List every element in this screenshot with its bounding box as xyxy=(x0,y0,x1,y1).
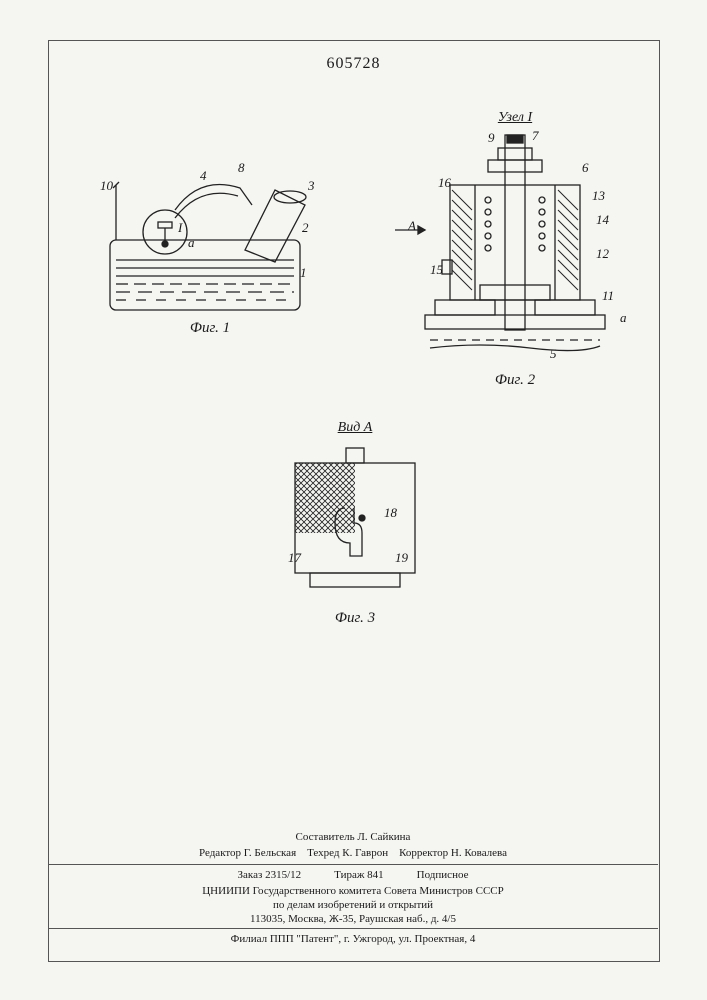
callout-14: 14 xyxy=(596,212,609,228)
colophon-line6: 113035, Москва, Ж-35, Раушская наб., д. … xyxy=(48,912,658,927)
callout-I: I xyxy=(178,220,182,236)
callout-5: 5 xyxy=(550,346,557,362)
callout-19: 19 xyxy=(395,550,408,566)
colophon-line3: Заказ 2315/12 Тираж 841 Подписное xyxy=(48,868,658,883)
callout-9: 9 xyxy=(488,130,495,146)
colophon-rule-2 xyxy=(48,928,658,929)
page: 605728 xyxy=(0,0,707,1000)
colophon-line2: Редактор Г. Бельская Техред К. Гаврон Ко… xyxy=(48,846,658,861)
callout-A: A xyxy=(408,218,416,234)
colophon-line7: Филиал ППП "Патент", г. Ужгород, ул. Про… xyxy=(48,932,658,947)
figure-3-svg xyxy=(250,438,460,608)
callout-16: 16 xyxy=(438,175,451,191)
callout-13: 13 xyxy=(592,188,605,204)
callout-8: 8 xyxy=(238,160,245,176)
figure-2-caption: Фиг. 2 xyxy=(380,372,650,389)
callout-7: 7 xyxy=(532,128,539,144)
callout-a1: a xyxy=(188,235,195,251)
colophon-line5: по делам изобретений и открытий xyxy=(48,898,658,913)
callout-12: 12 xyxy=(596,246,609,262)
figure-2-title: Узел I xyxy=(380,110,650,126)
figure-2: Узел I xyxy=(380,110,650,390)
colophon-rule-1 xyxy=(48,864,658,865)
figure-3-caption: Фиг. 3 xyxy=(250,610,460,627)
figure-2-svg xyxy=(380,130,650,370)
colophon-line4: ЦНИИПИ Государственного комитета Совета … xyxy=(48,884,658,899)
callout-4: 4 xyxy=(200,168,207,184)
patent-number: 605728 xyxy=(0,55,707,73)
figure-1-caption: Фиг. 1 xyxy=(80,320,340,337)
callout-18: 18 xyxy=(384,505,397,521)
callout-1: 1 xyxy=(300,265,307,281)
figure-3: Вид A 17 18 19 Фиг xyxy=(250,420,460,630)
callout-15: 15 xyxy=(430,262,443,278)
callout-6: 6 xyxy=(582,160,589,176)
figure-3-title: Вид A xyxy=(250,420,460,436)
callout-3: 3 xyxy=(308,178,315,194)
callout-17: 17 xyxy=(288,550,301,566)
figure-1-svg xyxy=(80,150,340,330)
callout-2: 2 xyxy=(302,220,309,236)
callout-11: 11 xyxy=(602,288,614,304)
colophon-line1: Составитель Л. Сайкина xyxy=(48,830,658,845)
callout-10: 10 xyxy=(100,178,113,194)
callout-a2: a xyxy=(620,310,627,326)
figure-1: 10 4 8 3 2 1 I a Фиг. 1 xyxy=(80,150,340,350)
